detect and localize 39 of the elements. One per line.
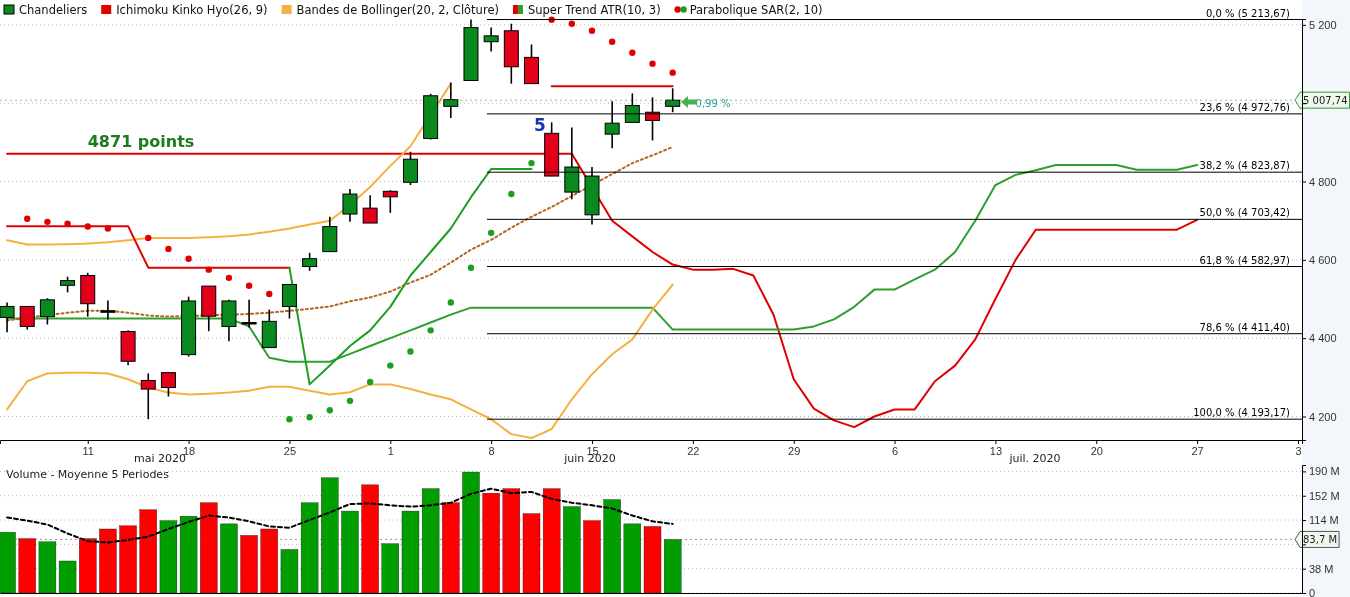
legend-label: Chandeliers bbox=[19, 2, 88, 17]
x-tick-label: 1 bbox=[387, 444, 394, 457]
x-tick-label: 29 bbox=[788, 444, 801, 457]
ref-line-label: 83,7 M bbox=[1303, 534, 1338, 546]
y-tick-label: 152 M bbox=[1309, 489, 1340, 502]
legend-label: Ichimoku Kinko Hyo(26, 9) bbox=[116, 2, 268, 17]
y-tick-label: 114 M bbox=[1309, 514, 1339, 527]
x-tick-label: 3 bbox=[1295, 444, 1302, 457]
ref-line-label: 0,0 % (5 213,67) bbox=[1205, 7, 1291, 19]
annotation: 5 bbox=[534, 115, 546, 135]
y-tick-label: 190 M bbox=[1309, 465, 1340, 478]
x-tick-label: 27 bbox=[1191, 444, 1204, 457]
chart-title: Volume - Moyenne 5 Periodes bbox=[6, 468, 170, 481]
ref-line-label: 50,0 % (4 703,42) bbox=[1199, 207, 1291, 219]
legend-label: Super Trend ATR(10, 3) bbox=[527, 2, 661, 17]
x-tick-label: 20 bbox=[1090, 444, 1103, 457]
y-tick-label: 5 200 bbox=[1309, 18, 1337, 31]
x-tick-label: 25 bbox=[283, 444, 297, 457]
x-tick-label: 13 bbox=[989, 444, 1003, 457]
legend-label: Bandes de Bollinger(20, 2, Clôture) bbox=[296, 2, 499, 17]
x-tick-label: 11 bbox=[82, 444, 94, 457]
y-tick-label: 4 200 bbox=[1309, 410, 1337, 423]
legend-label: Parabolique SAR(2, 10) bbox=[689, 2, 823, 17]
y-tick-label: 4 600 bbox=[1309, 253, 1337, 266]
annotation: 4871 points bbox=[87, 131, 195, 151]
x-tick-label: 22 bbox=[687, 444, 700, 457]
x-tick-label: 6 bbox=[892, 444, 899, 457]
ref-line-label: 100,0 % (4 193,17) bbox=[1193, 407, 1291, 419]
ref-line-label: 38,2 % (4 823,87) bbox=[1199, 160, 1291, 172]
y-tick-label: 4 400 bbox=[1309, 332, 1337, 345]
x-tick-label: 8 bbox=[488, 444, 495, 457]
ref-line-label: 5 007,74 bbox=[1303, 95, 1348, 107]
y-tick-label: 38 M bbox=[1309, 562, 1334, 575]
ref-line-label: 23,6 % (4 972,76) bbox=[1199, 101, 1291, 113]
ref-line-label: 61,8 % (4 582,97) bbox=[1199, 254, 1291, 266]
annotation: juil. 2020 bbox=[1008, 452, 1061, 465]
ref-line-label: 78,6 % (4 411,40) bbox=[1199, 321, 1291, 333]
y-tick-label: 0 bbox=[1309, 587, 1316, 597]
y-tick-label: 4 800 bbox=[1309, 175, 1337, 188]
